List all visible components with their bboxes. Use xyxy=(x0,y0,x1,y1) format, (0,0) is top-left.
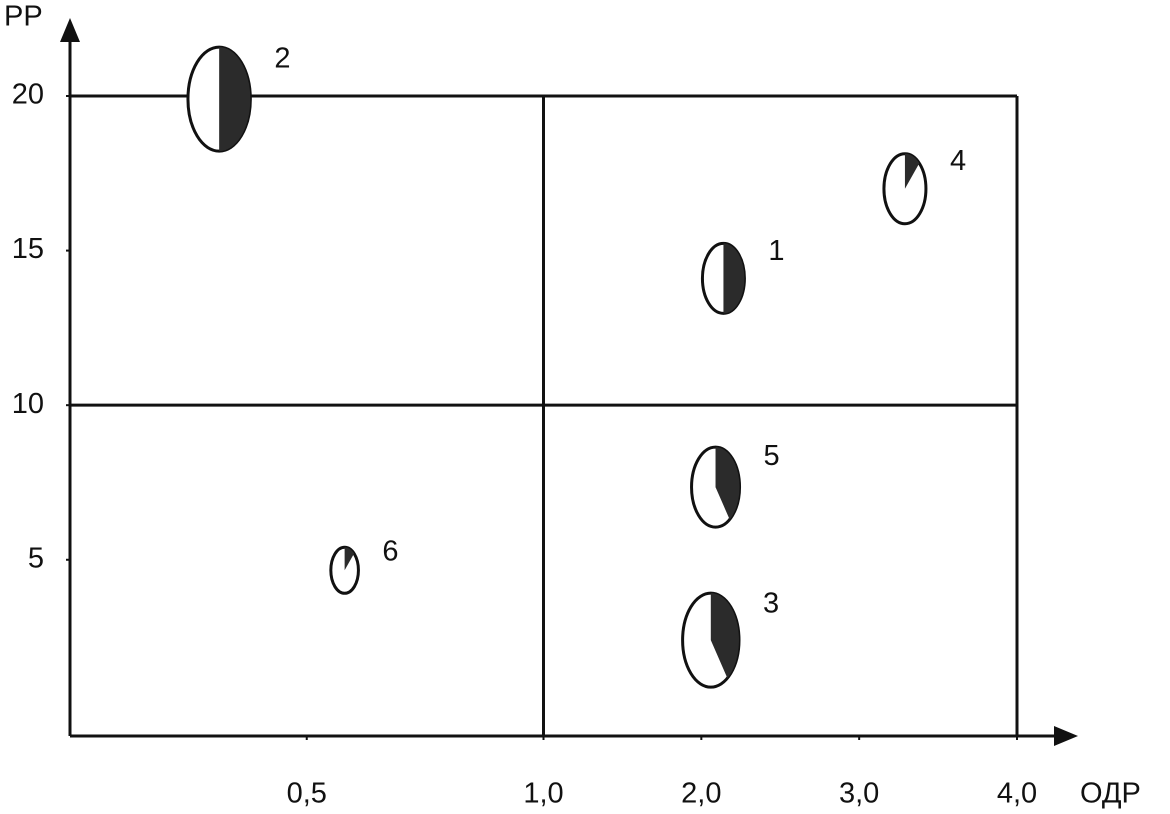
y-tick-label: 15 xyxy=(12,233,44,265)
bubble-share xyxy=(219,47,251,152)
x-tick-label: 3,0 xyxy=(839,778,879,810)
bubble-share xyxy=(723,243,745,314)
x-tick-label: 0,5 xyxy=(287,778,327,810)
y-tick-label: 10 xyxy=(12,388,44,420)
bubble-label: 2 xyxy=(274,43,290,75)
y-tick-label: 20 xyxy=(12,79,44,111)
bubble-label: 1 xyxy=(768,235,784,267)
bubble-label: 6 xyxy=(382,536,398,568)
y-axis-arrow xyxy=(60,18,80,42)
y-tick-label: 5 xyxy=(28,542,44,574)
x-tick-label: 2,0 xyxy=(681,778,721,810)
bubble-label: 3 xyxy=(763,588,779,620)
x-tick-label: 1,0 xyxy=(523,778,563,810)
bubble-share xyxy=(715,447,740,520)
bubble-share xyxy=(904,153,920,189)
bubble-label: 4 xyxy=(950,145,966,177)
x-tick-label: 4,0 xyxy=(997,778,1037,810)
bubble-share xyxy=(710,593,740,679)
x-axis-arrow xyxy=(1054,726,1078,746)
bubble-label: 5 xyxy=(764,440,780,472)
x-axis-label: ОДР xyxy=(1080,778,1141,810)
bubble-share xyxy=(344,547,355,571)
y-axis-label: РР xyxy=(4,1,43,33)
